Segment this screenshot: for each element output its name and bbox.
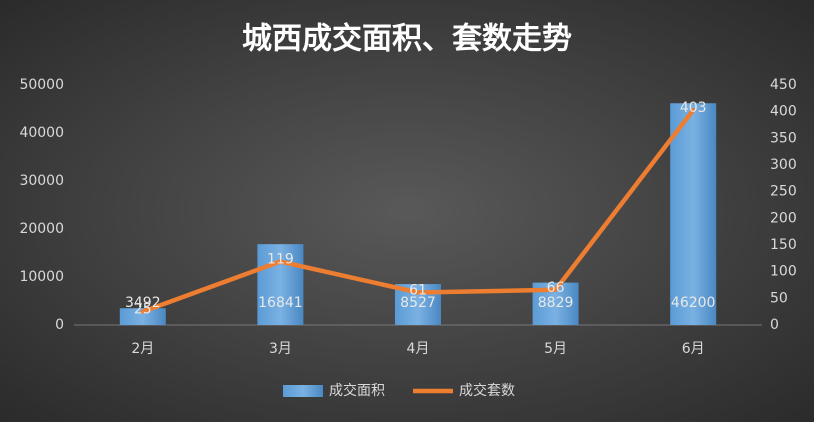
x-tick-label: 4月 — [407, 341, 430, 357]
bar — [257, 244, 304, 325]
line-value-label: 66 — [547, 280, 565, 296]
legend-swatch — [283, 385, 323, 397]
y2-tick-label: 50 — [770, 290, 788, 306]
line-value-label: 25 — [134, 302, 152, 318]
y2-tick-label: 300 — [770, 157, 797, 173]
y2-tick-label: 100 — [770, 264, 797, 280]
y-tick-label: 40000 — [19, 125, 64, 141]
y2-tick-label: 250 — [770, 184, 797, 200]
legend-label: 成交面积 — [329, 382, 385, 399]
y2-tick-label: 200 — [770, 210, 797, 226]
y2-tick-label: 400 — [770, 104, 797, 120]
y-tick-label: 20000 — [19, 221, 64, 237]
y2-tick-label: 350 — [770, 130, 797, 146]
x-tick-label: 6月 — [682, 341, 705, 357]
y2-tick-label: 450 — [770, 77, 797, 93]
bar-value-label: 3492 — [125, 295, 161, 311]
line — [140, 107, 696, 314]
line-value-label: 403 — [680, 100, 707, 116]
y2-tick-label: 0 — [770, 317, 779, 333]
bar — [119, 308, 166, 325]
chart-title: 城西成交面积、套数走势 — [242, 22, 572, 57]
x-tick-label: 3月 — [269, 341, 292, 357]
x-tick-label: 2月 — [131, 341, 154, 357]
bar-value-label: 46200 — [671, 295, 716, 311]
y-tick-label: 50000 — [19, 77, 64, 93]
legend-label: 成交套数 — [459, 382, 515, 399]
line-value-label: 119 — [267, 252, 294, 268]
x-tick-label: 5月 — [544, 341, 567, 357]
bar-value-label: 16841 — [258, 295, 303, 311]
y-tick-label: 0 — [55, 317, 64, 333]
y-tick-label: 10000 — [19, 269, 64, 285]
y2-tick-label: 150 — [770, 237, 797, 253]
y-tick-label: 30000 — [19, 173, 64, 189]
bar-value-label: 8829 — [538, 295, 574, 311]
line-value-label: 61 — [409, 282, 427, 298]
bar — [670, 103, 717, 326]
bar-value-label: 8527 — [400, 295, 436, 311]
